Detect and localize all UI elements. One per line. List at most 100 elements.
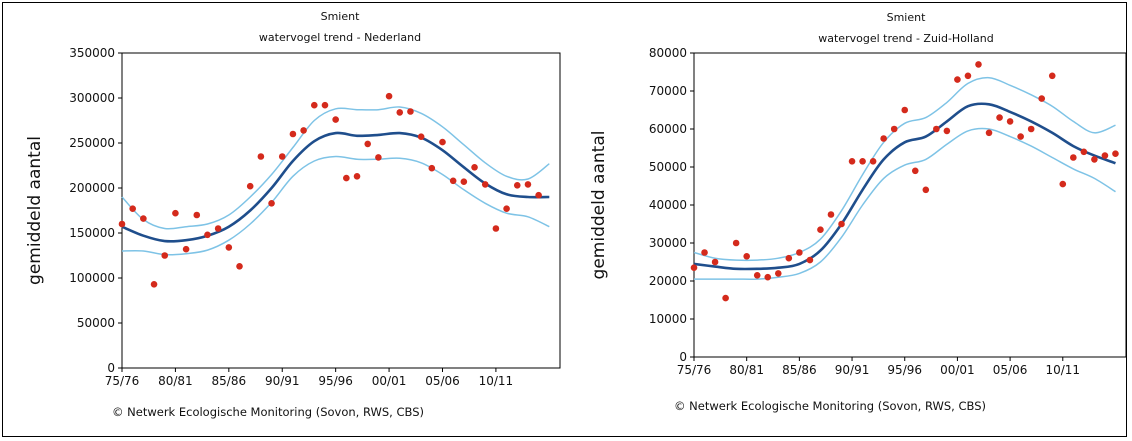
data-point — [1038, 95, 1046, 102]
chart-subtitle: watervogel trend - Zuid-Holland — [818, 32, 993, 45]
data-point — [513, 182, 521, 189]
lower-confidence-line — [121, 155, 550, 256]
x-tick-label: 05/06 — [425, 374, 460, 388]
y-tick-label: 80000 — [649, 46, 687, 60]
data-point — [236, 263, 243, 270]
data-point — [503, 205, 510, 212]
data-point — [257, 153, 265, 160]
y-tick-label: 60000 — [649, 122, 687, 136]
y-tick-label: 100000 — [69, 271, 115, 285]
x-tick-label: 05/06 — [993, 363, 1028, 377]
y-axis-label: gemiddeld aantal — [25, 136, 45, 285]
data-point — [449, 177, 457, 185]
data-point — [922, 186, 930, 194]
data-point — [182, 245, 190, 253]
y-tick-label: 200000 — [69, 181, 115, 195]
data-point — [343, 174, 350, 182]
data-point — [1112, 150, 1119, 157]
data-point — [933, 125, 940, 133]
data-point — [268, 200, 275, 207]
data-point — [1006, 118, 1014, 125]
data-point — [1048, 72, 1056, 80]
data-point — [838, 220, 845, 228]
data-point — [827, 211, 835, 218]
data-point — [880, 135, 887, 142]
data-point — [310, 101, 318, 109]
data-point — [396, 109, 404, 116]
x-tick-label: 00/01 — [372, 374, 407, 388]
data-point — [817, 226, 824, 233]
data-point — [753, 272, 761, 279]
data-point — [806, 256, 814, 264]
data-point — [1070, 154, 1077, 161]
x-tick-label: 90/91 — [265, 374, 300, 388]
x-tick-label: 85/86 — [212, 374, 247, 388]
data-point — [300, 127, 307, 134]
data-point — [690, 264, 698, 272]
data-point — [774, 270, 782, 277]
data-point — [764, 273, 772, 281]
data-point — [460, 178, 468, 185]
y-tick-label: 10000 — [649, 312, 687, 326]
data-point — [246, 182, 254, 190]
x-tick-label: 75/76 — [105, 374, 140, 388]
data-point — [743, 252, 750, 260]
data-point — [954, 76, 961, 83]
x-tick-label: 10/11 — [1045, 363, 1080, 377]
y-tick-label: 50000 — [649, 160, 687, 174]
y-tick-label: 350000 — [69, 46, 115, 60]
data-point — [161, 252, 169, 259]
data-point — [289, 130, 297, 138]
data-point — [848, 158, 856, 165]
y-tick-label: 40000 — [649, 198, 687, 212]
credit-text: © Netwerk Ecologische Monitoring (Sovon,… — [674, 399, 986, 413]
data-point — [332, 116, 339, 123]
data-point — [417, 133, 425, 140]
x-tick-label: 95/96 — [887, 363, 922, 377]
data-point — [1080, 148, 1088, 156]
y-tick-label: 50000 — [77, 316, 115, 330]
data-point — [1091, 156, 1098, 163]
trend-line — [693, 102, 1116, 271]
data-point — [129, 205, 136, 212]
x-tick-label: 85/86 — [782, 363, 817, 377]
data-point — [911, 167, 919, 175]
chart-title: Smient — [887, 11, 926, 24]
x-tick-label: 75/76 — [677, 363, 712, 377]
x-tick-label: 10/11 — [479, 374, 514, 388]
plot-area — [121, 52, 561, 369]
data-point — [535, 191, 542, 199]
data-point — [722, 294, 729, 302]
upper-confidence-line — [121, 106, 550, 230]
data-point — [481, 181, 489, 188]
data-point — [964, 72, 972, 80]
data-point — [996, 114, 1003, 121]
y-tick-label: 0 — [679, 350, 687, 364]
data-point — [492, 225, 500, 232]
x-tick-label: 95/96 — [318, 374, 353, 388]
y-tick-label: 30000 — [649, 236, 687, 250]
data-point — [150, 281, 158, 288]
data-point — [1059, 180, 1067, 188]
plot-area — [693, 52, 1127, 358]
data-point — [859, 158, 866, 165]
data-point — [375, 154, 382, 161]
data-point — [172, 209, 179, 217]
y-tick-label: 250000 — [69, 136, 115, 150]
lower-confidence-line — [694, 127, 1116, 280]
x-tick-label: 90/91 — [835, 363, 870, 377]
data-point — [943, 127, 951, 135]
data-point — [428, 164, 436, 172]
data-point — [890, 125, 898, 133]
data-point — [118, 220, 126, 228]
y-tick-label: 70000 — [649, 84, 687, 98]
x-tick-label: 80/81 — [729, 363, 764, 377]
credit-text: © Netwerk Ecologische Monitoring (Sovon,… — [112, 405, 424, 419]
data-point — [711, 258, 719, 266]
data-point — [364, 140, 372, 148]
chart-subtitle: watervogel trend - Nederland — [259, 31, 421, 44]
data-point — [975, 61, 982, 68]
data-point — [204, 231, 211, 239]
data-point — [901, 106, 909, 114]
data-point — [214, 225, 222, 232]
